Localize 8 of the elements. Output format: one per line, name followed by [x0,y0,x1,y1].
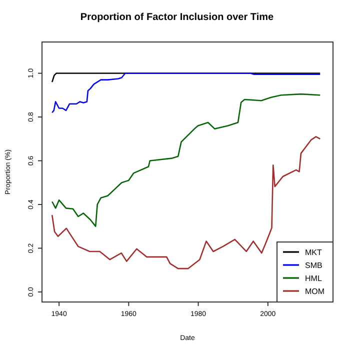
line-series [51,136,321,270]
legend-label: SMB [305,261,322,270]
legend-label: MOM [305,287,325,296]
chart-title: Proportion of Factor Inclusion over Time [80,12,274,23]
legend-label: HML [305,274,322,283]
line-series [51,72,321,114]
legend-label: MKT [305,248,322,257]
line-series [51,93,321,227]
